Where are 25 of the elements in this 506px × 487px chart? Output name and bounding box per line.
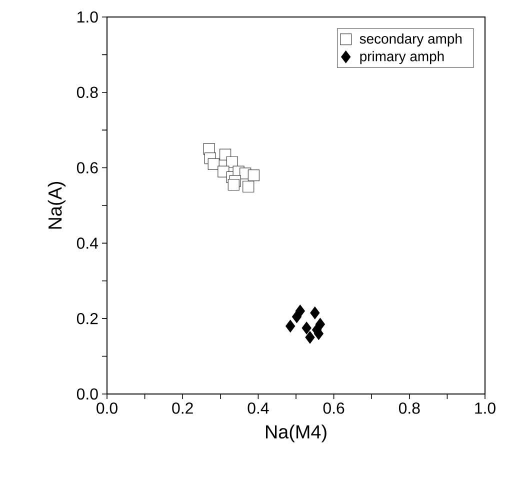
x-tick-label: 0.0 [96,402,118,414]
point [286,320,296,332]
x-axis-title: Na(M4) [266,424,326,442]
x-tick-label: 0.4 [248,402,269,414]
point [228,178,240,191]
legend-label: secondary amph [360,33,462,46]
point [305,331,315,344]
x-tick-label: 1.0 [475,402,496,414]
point [208,158,220,170]
legend-label: primary amph [360,51,444,64]
point [302,322,312,334]
point [292,310,302,323]
point [310,306,320,320]
y-tick-label: 0.8 [76,86,98,98]
y-tick-label: 1.0 [78,11,98,23]
y-tick-label: 0.6 [76,162,98,174]
x-tick-label: 0.8 [398,402,420,414]
y-tick-label: 0.0 [76,388,98,400]
point [248,170,260,182]
x-tick-label: 0.6 [323,402,344,414]
x-tick-label: 0.2 [172,402,193,414]
y-tick-label: 0.2 [76,312,98,324]
y-axis-title: Na(A) [48,182,66,229]
point [242,180,254,192]
y-tick-label: 0.4 [76,238,98,249]
